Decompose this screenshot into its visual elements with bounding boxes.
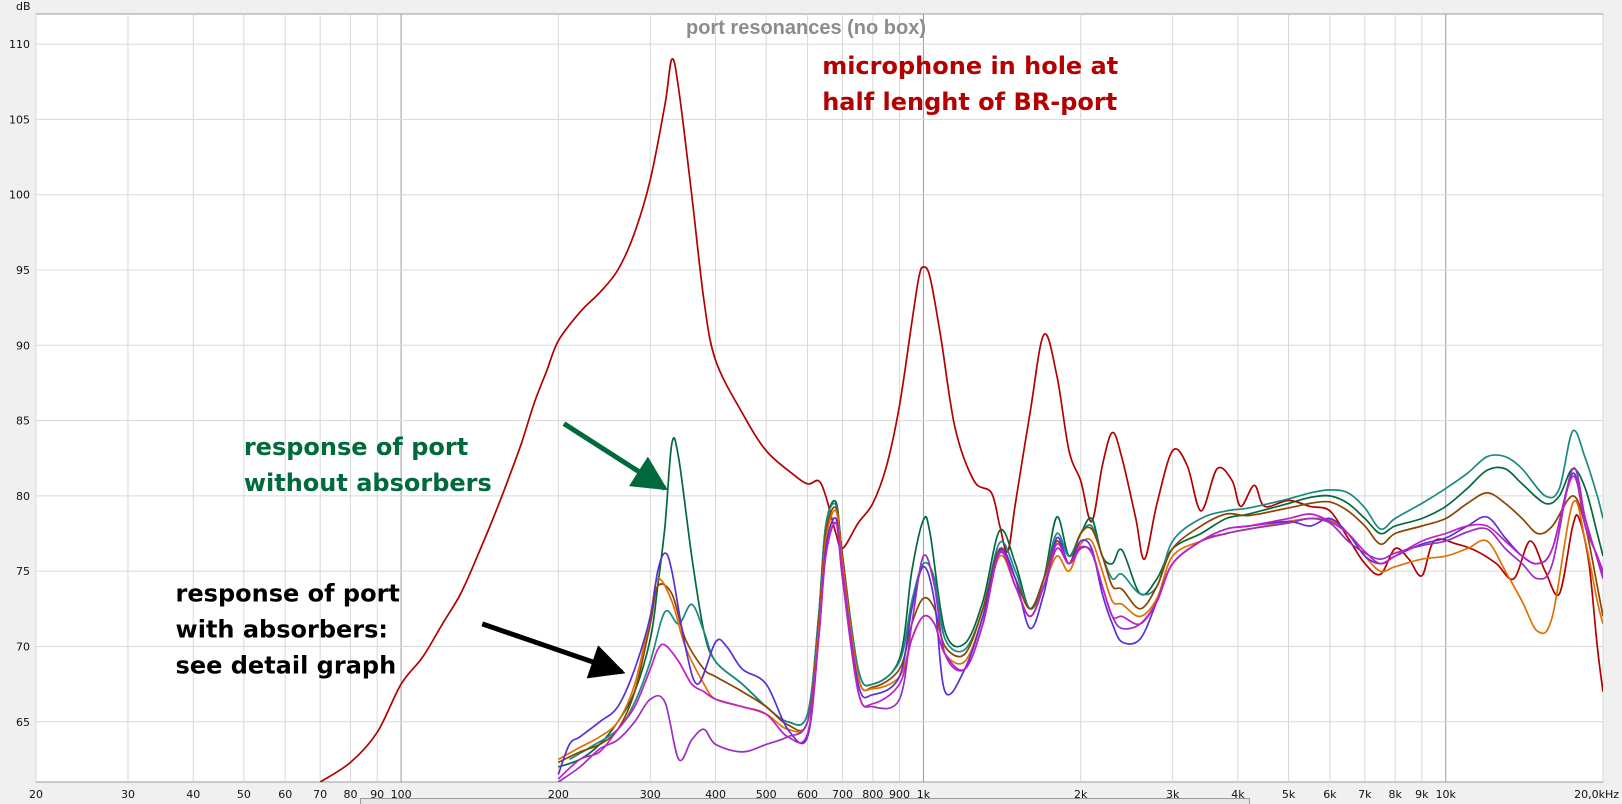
x-tick-label: 500 — [756, 788, 777, 801]
x-tick-label: 70 — [313, 788, 327, 801]
y-axis-label: dB — [16, 0, 31, 13]
x-tick-label: 8k — [1388, 788, 1402, 801]
x-tick-label: 4k — [1231, 788, 1245, 801]
annotation-text-3: response of port — [176, 579, 400, 607]
annotation-arrow-3 — [481, 621, 626, 679]
x-tick-label: 600 — [797, 788, 818, 801]
x-tick-label: 90 — [370, 788, 384, 801]
annotation-arrow-2 — [562, 421, 668, 491]
annotation-text-2: response of port — [244, 433, 468, 461]
x-axis: 20 30 40 50 60 70 80 90 100 200 300 400 500 600 700 800… — [29, 788, 1619, 801]
x-tick-label: 700 — [832, 788, 853, 801]
y-tick-label: 65 — [16, 716, 30, 729]
x-tick-label: 5k — [1282, 788, 1296, 801]
grid-lines — [35, 14, 1604, 782]
series-lines — [319, 57, 1603, 782]
y-axis: 65 70 75 80 85 90 95 100 105 110 — [9, 38, 30, 729]
x-tick-label: 80 — [343, 788, 357, 801]
series-line-8 — [557, 475, 1603, 780]
series-line-4 — [557, 492, 1603, 764]
annotation-text-1: microphone in hole at — [822, 52, 1118, 80]
x-tick-label: 1k — [917, 788, 931, 801]
x-tick-label: 900 — [889, 788, 910, 801]
x-tick-label: 60 — [278, 788, 292, 801]
y-tick-label: 85 — [16, 415, 30, 428]
x-tick-label: 6k — [1323, 788, 1337, 801]
horizontal-scrollbar[interactable] — [360, 798, 1250, 804]
x-tick-label: 20 — [29, 788, 43, 801]
x-tick-label: 50 — [237, 788, 251, 801]
x-tick-label: 9k — [1415, 788, 1429, 801]
y-tick-label: 80 — [16, 490, 30, 503]
x-tick-label: 40 — [186, 788, 200, 801]
y-tick-label: 90 — [16, 339, 30, 352]
x-tick-label: 7k — [1358, 788, 1372, 801]
annotation-text-3: see detail graph — [176, 651, 397, 679]
plot-background — [35, 13, 1604, 783]
annotations: microphone in hole at half lenght of BR-p… — [176, 52, 1119, 679]
x-tick-label: 800 — [862, 788, 883, 801]
x-tick-label: 400 — [705, 788, 726, 801]
chart-title: port resonances (no box) — [686, 17, 926, 39]
x-tick-label: 30 — [121, 788, 135, 801]
x-tick-label: 100 — [391, 788, 412, 801]
annotation-text-2: without absorbers — [244, 469, 492, 497]
y-tick-label: 105 — [9, 113, 30, 126]
y-tick-label: 110 — [9, 38, 30, 51]
x-tick-label: 2k — [1074, 788, 1088, 801]
annotation-text-1: half lenght of BR-port — [822, 88, 1117, 116]
x-tick-label: 200 — [548, 788, 569, 801]
x-tick-label: 10k — [1436, 788, 1457, 801]
y-tick-label: 70 — [16, 640, 30, 653]
series-line-1 — [319, 57, 1603, 782]
y-tick-label: 100 — [9, 189, 30, 202]
series-line-3 — [568, 429, 1603, 761]
y-tick-label: 75 — [16, 565, 30, 578]
y-tick-label: 95 — [16, 264, 30, 277]
x-tick-label: 300 — [640, 788, 661, 801]
x-tick-label: 20,0kHz — [1574, 788, 1619, 801]
x-tick-label: 3k — [1166, 788, 1180, 801]
annotation-text-3: with absorbers: — [176, 615, 388, 643]
